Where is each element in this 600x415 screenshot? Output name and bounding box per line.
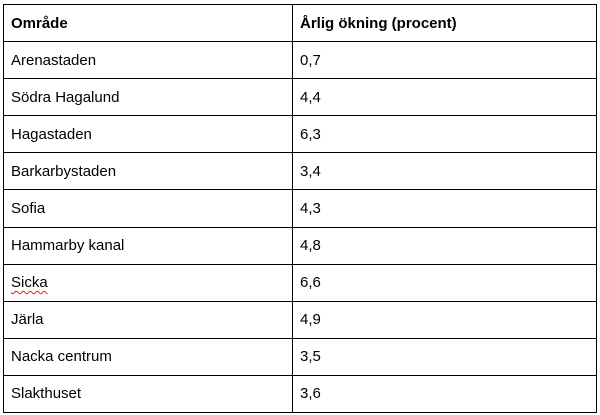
table-row: Sicka 6,6 [3, 263, 597, 302]
table-row: Järla 4,9 [3, 300, 597, 339]
cell-area: Sofia [3, 189, 293, 228]
cell-value: 3,4 [292, 152, 597, 191]
cell-value: 4,9 [292, 300, 597, 339]
table-row: Nacka centrum 3,5 [3, 337, 597, 376]
data-table: Område Årlig ökning (procent) Arenastade… [3, 3, 597, 414]
cell-area: Slakthuset [3, 374, 293, 414]
cell-value: 3,5 [292, 337, 597, 376]
cell-area: Arenastaden [3, 41, 293, 80]
cell-area: Nacka centrum [3, 337, 293, 376]
header-area: Område [3, 3, 293, 43]
cell-value: 6,6 [292, 263, 597, 302]
cell-value: 6,3 [292, 115, 597, 154]
cell-value: 4,8 [292, 226, 597, 265]
cell-value: 4,3 [292, 189, 597, 228]
table-header-row: Område Årlig ökning (procent) [3, 3, 597, 43]
cell-area: Södra Hagalund [3, 78, 293, 117]
table-row: Barkarbystaden 3,4 [3, 152, 597, 191]
cell-area: Barkarbystaden [3, 152, 293, 191]
table-row: Hagastaden 6,3 [3, 115, 597, 154]
cell-area: Järla [3, 300, 293, 339]
cell-value: 4,4 [292, 78, 597, 117]
table-row: Sofia 4,3 [3, 189, 597, 228]
cell-area: Hagastaden [3, 115, 293, 154]
header-value: Årlig ökning (procent) [292, 3, 597, 43]
table-row: Slakthuset 3,6 [3, 374, 597, 414]
table-row: Södra Hagalund 4,4 [3, 78, 597, 117]
spellcheck-flagged-word: Sicka [11, 274, 48, 292]
cell-area: Sicka [3, 263, 293, 302]
cell-value: 3,6 [292, 374, 597, 414]
table-row: Arenastaden 0,7 [3, 41, 597, 80]
table-row: Hammarby kanal 4,8 [3, 226, 597, 265]
cell-value: 0,7 [292, 41, 597, 80]
cell-area: Hammarby kanal [3, 226, 293, 265]
